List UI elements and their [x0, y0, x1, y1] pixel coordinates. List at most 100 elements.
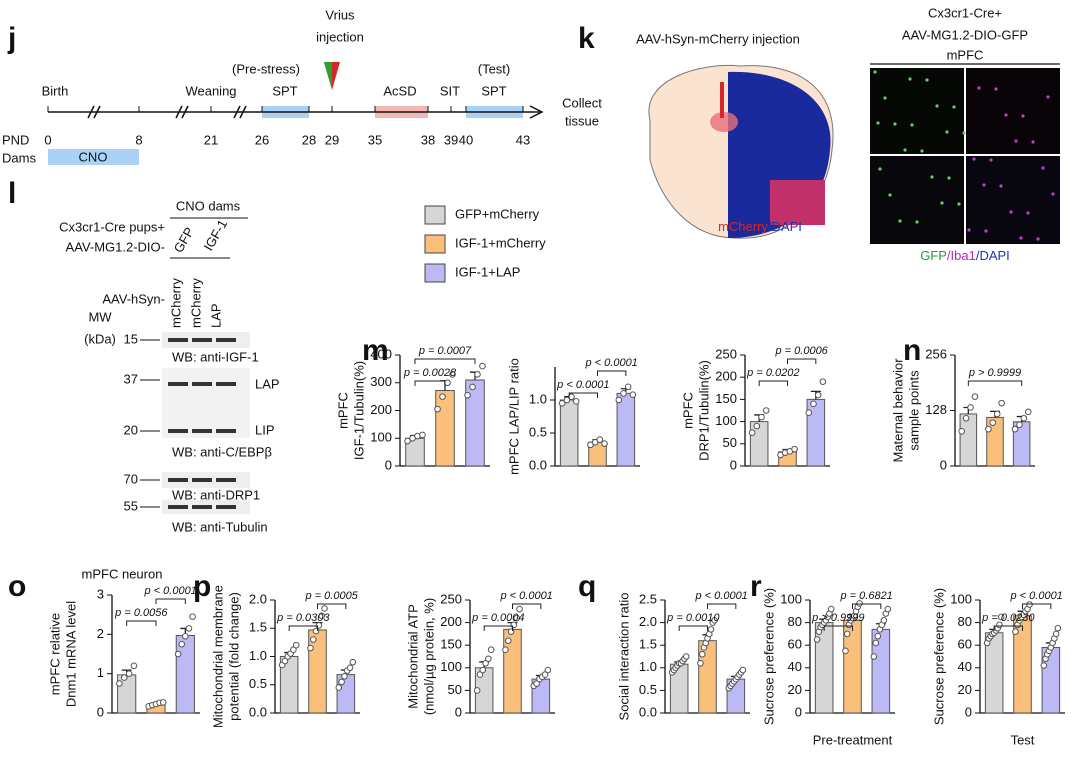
data-point	[1024, 408, 1032, 416]
data-point	[444, 379, 451, 387]
p-value: p = 0.0004	[471, 612, 524, 624]
label: WB: anti-DRP1	[172, 487, 260, 502]
y-tick-label: 0	[940, 457, 947, 472]
y-tick-label: 150	[440, 637, 462, 652]
y-tick-label: 300	[370, 374, 392, 389]
cell	[888, 193, 892, 197]
data-point	[341, 672, 348, 680]
mw-marker: 70	[124, 471, 138, 486]
data-point	[487, 646, 495, 654]
y-tick-label: 100	[715, 413, 737, 428]
y-tick-label: 60	[788, 637, 802, 652]
day-label: 40	[459, 132, 473, 147]
y-tick-label: 80	[958, 614, 972, 629]
panel-letter: m	[362, 334, 389, 367]
data-point	[758, 413, 765, 421]
label: mPFC	[947, 47, 984, 62]
cell	[972, 157, 976, 161]
y-tick-label: 0.5	[249, 676, 267, 691]
label: Collect	[562, 95, 602, 110]
stain: mCherry	[718, 219, 768, 234]
p-value: p < 0.0001	[556, 379, 609, 391]
cell	[925, 78, 929, 82]
data-point	[189, 613, 196, 620]
data-point	[819, 378, 827, 385]
p-value: p > 0.9999	[968, 367, 1021, 379]
y-axis-label: mPFC	[335, 392, 350, 429]
micrograph	[966, 68, 1060, 154]
stain: /Iba1	[947, 248, 976, 263]
data-point	[485, 655, 492, 663]
label: tissue	[565, 113, 599, 128]
day-label: 43	[516, 132, 530, 147]
injection-site	[710, 112, 738, 132]
data-point	[1040, 662, 1048, 669]
legend-swatch	[424, 205, 446, 225]
data-point	[958, 428, 966, 435]
micrograph	[870, 68, 964, 154]
data-point	[312, 627, 320, 635]
label: WB: anti-Tubulin	[172, 519, 268, 534]
data-point	[842, 647, 849, 655]
data-point	[513, 614, 521, 622]
data-point	[624, 383, 632, 391]
y-tick-label: 100	[950, 591, 972, 606]
p-value: p < 0.0001	[500, 590, 553, 602]
label: Cx3cr1-Cre+	[928, 5, 1002, 20]
stain: /DAPI	[768, 219, 802, 234]
day-label: 39	[444, 132, 458, 147]
label: LAP	[255, 376, 280, 391]
data-point	[1016, 421, 1023, 429]
cell	[1026, 211, 1030, 215]
y-tick-label: 0	[455, 704, 462, 719]
y-axis-label: Sucrose preference (%)	[761, 588, 776, 725]
label: LAP	[208, 303, 223, 328]
micrograph	[966, 156, 1060, 244]
cell	[940, 201, 944, 205]
data-point	[404, 437, 411, 445]
y-tick-label: 3	[97, 586, 104, 601]
significance-bracket	[126, 620, 157, 626]
y-tick-label: 200	[370, 402, 392, 417]
label: PND	[2, 132, 29, 147]
cell	[1004, 113, 1008, 117]
y-axis-label: mPFC LAP/LIP ratio	[506, 358, 521, 475]
data-point	[130, 662, 138, 670]
y-axis-label: Dnm1 mRNA level	[63, 601, 78, 707]
p-value: p > 0.9999	[811, 612, 864, 624]
micrograph	[870, 156, 964, 244]
label: Cx3cr1-Cre pups+	[59, 219, 165, 234]
data-point	[711, 617, 718, 624]
cell	[915, 220, 919, 224]
data-point	[318, 612, 326, 620]
cell	[957, 202, 961, 206]
data-point	[870, 653, 878, 660]
data-point	[1026, 601, 1033, 608]
cell	[977, 86, 981, 90]
cell	[999, 184, 1003, 188]
label: mCherry	[188, 278, 203, 328]
y-tick-label: 0	[965, 704, 972, 719]
y-axis-label: DRP1/Tubulin(%)	[696, 360, 711, 461]
y-tick-label: 0.5	[529, 424, 547, 439]
significance-bracket	[758, 380, 788, 386]
cell	[1046, 95, 1050, 99]
y-tick-label: 0.0	[529, 457, 547, 472]
p-value: p < 0.0001	[144, 585, 197, 597]
data-point	[307, 644, 314, 652]
y-tick-label: 40	[788, 659, 802, 674]
day-label: 8	[135, 132, 142, 147]
data-point	[698, 650, 706, 658]
chart-title: mPFC neuron	[82, 566, 163, 581]
cno-box	[48, 149, 139, 165]
cell	[984, 229, 988, 233]
data-point	[572, 398, 580, 405]
data-point	[814, 391, 822, 399]
legend-swatch	[424, 263, 446, 283]
data-point	[753, 422, 761, 430]
data-point	[697, 659, 704, 667]
x-axis-label: Pre-treatment	[813, 732, 893, 747]
y-axis-label: mPFC relative	[47, 613, 62, 695]
cell	[1041, 166, 1045, 170]
legend-label: IGF-1+mCherry	[455, 235, 546, 250]
